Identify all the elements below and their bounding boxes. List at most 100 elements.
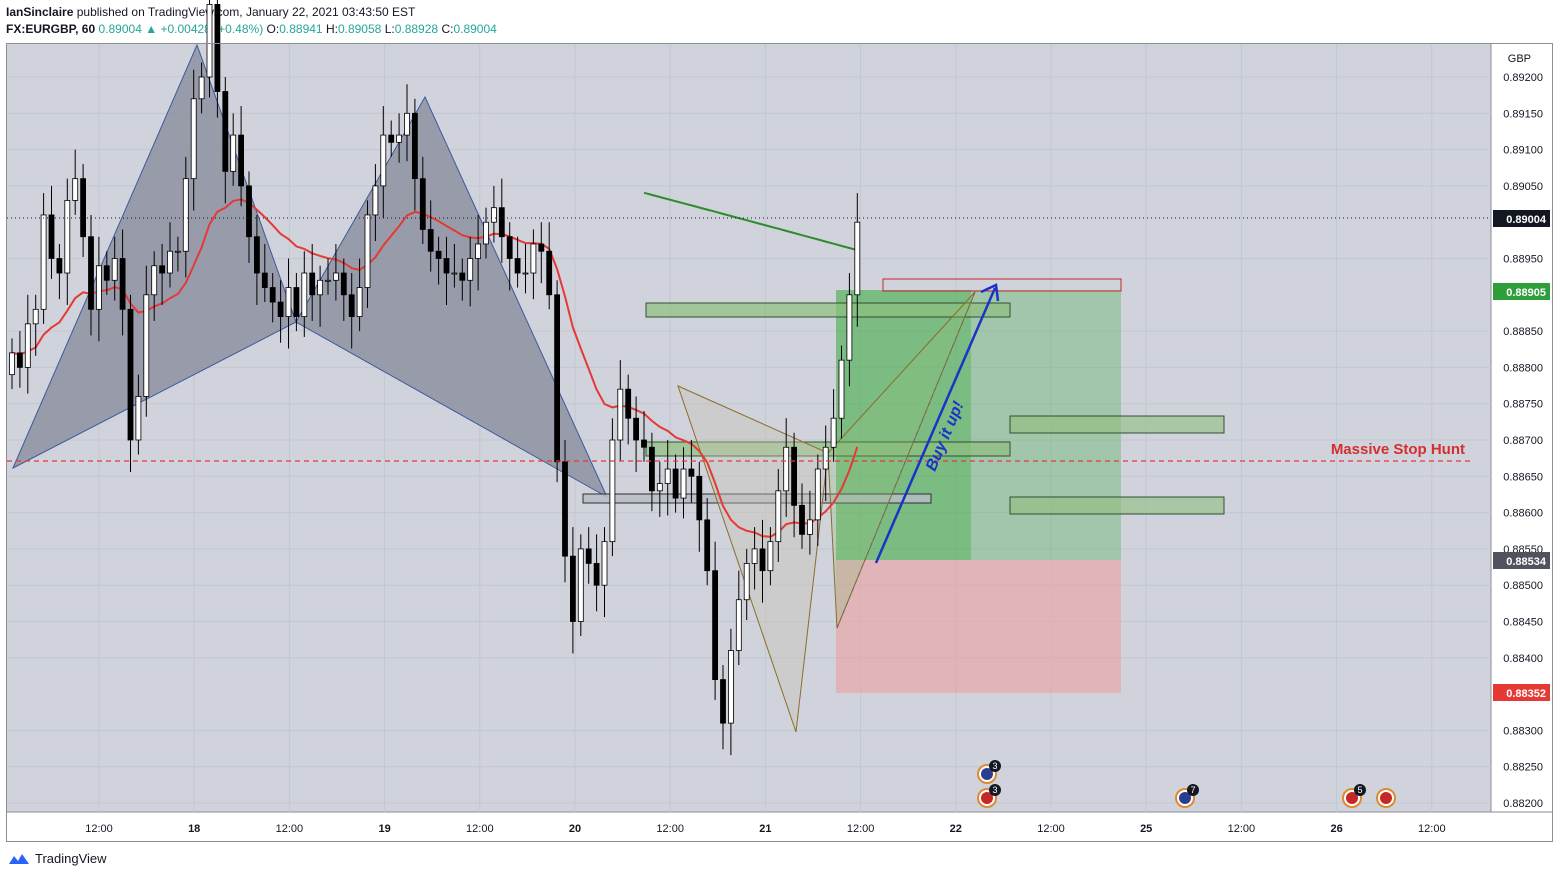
candle-body bbox=[32, 308, 39, 325]
chart-background bbox=[7, 44, 1491, 812]
tradingview-logo-icon bbox=[9, 853, 29, 864]
candle-body bbox=[656, 483, 663, 492]
candle-body bbox=[340, 272, 347, 296]
time-tick-label: 19 bbox=[378, 823, 390, 835]
candle-body bbox=[167, 250, 173, 274]
candle-body bbox=[688, 468, 695, 477]
candle-body bbox=[672, 468, 679, 499]
candle-body bbox=[601, 541, 608, 586]
candle-body bbox=[633, 417, 639, 441]
entry-price-tag: 0.88534 bbox=[1493, 552, 1550, 569]
event-count-badge bbox=[1354, 784, 1366, 796]
candle-body bbox=[309, 272, 316, 296]
time-tick-label: 12:00 bbox=[1418, 823, 1446, 835]
time-axis-background bbox=[7, 812, 1553, 842]
candle-body bbox=[546, 250, 553, 296]
candle-body bbox=[72, 178, 79, 201]
open-value: 0.88941 bbox=[279, 22, 323, 36]
zone-rect-3 bbox=[1009, 415, 1225, 434]
last-price-tag: 0.89004 bbox=[1493, 210, 1550, 227]
candle-body bbox=[332, 272, 339, 281]
stop-price-tag: 0.88352 bbox=[1493, 684, 1550, 701]
high-label: H: bbox=[325, 22, 338, 36]
candle-body bbox=[506, 236, 513, 259]
symbol-label[interactable]: FX:EURGBP, 60 bbox=[6, 22, 96, 36]
event-count-badge bbox=[989, 784, 1001, 796]
brand-name[interactable]: TradingView bbox=[35, 851, 107, 866]
candle-body bbox=[159, 265, 166, 274]
candle-body bbox=[222, 91, 229, 172]
chart-frame bbox=[6, 43, 1553, 842]
time-tick-label: 12:00 bbox=[1228, 823, 1256, 835]
footer: TradingView bbox=[8, 851, 107, 866]
time-tick-label: 12:00 bbox=[466, 823, 494, 835]
author-name[interactable]: IanSinclaire bbox=[6, 5, 74, 19]
candle-body bbox=[593, 563, 600, 586]
time-tick-label: 12:00 bbox=[85, 823, 113, 835]
time-axis-ticks: 12:00 18 12:00 19 12:00 20 12:00 21 12:00 22 12:00… bbox=[85, 823, 1445, 835]
event-count-badge bbox=[989, 760, 1001, 772]
economic-events[interactable]: 3 3 7 5 bbox=[977, 760, 1396, 808]
abcd-leg-2 bbox=[827, 291, 976, 629]
flag-fill bbox=[1346, 792, 1358, 804]
zone-rect-4 bbox=[1009, 496, 1225, 515]
candle-body bbox=[554, 294, 560, 463]
candle-body bbox=[348, 294, 355, 317]
candle-body bbox=[846, 294, 853, 361]
candle-body bbox=[751, 548, 758, 564]
candle-body bbox=[799, 504, 805, 535]
time-tick-label: 22 bbox=[950, 823, 962, 835]
candle-body bbox=[174, 250, 181, 253]
low-label: L: bbox=[384, 22, 395, 36]
candle-body bbox=[182, 178, 189, 252]
candle-body bbox=[48, 214, 55, 259]
svg-text:0.88905: 0.88905 bbox=[1506, 287, 1546, 299]
candle-body bbox=[198, 76, 205, 100]
candle-body bbox=[641, 439, 647, 448]
flag-fill bbox=[981, 792, 993, 804]
buy-arrow-head bbox=[980, 283, 1000, 302]
price-tick-label: 0.88800 bbox=[1503, 362, 1543, 374]
zone-rect-5 bbox=[582, 493, 932, 504]
price-axis-ticks: 0.89200 0.89150 0.89100 0.89050 0.88950 0.888… bbox=[1503, 72, 1543, 810]
candlesticks bbox=[9, 0, 861, 756]
candle-body bbox=[253, 236, 260, 274]
candle-body bbox=[649, 446, 655, 492]
open-label: O: bbox=[266, 22, 280, 36]
candle-body bbox=[435, 250, 442, 259]
price-tick-label: 0.89150 bbox=[1503, 108, 1543, 120]
candle-body bbox=[64, 200, 71, 274]
candle-body bbox=[609, 439, 616, 543]
candle-body bbox=[277, 301, 284, 317]
target-zone-filled bbox=[836, 290, 971, 560]
time-tick-label: 21 bbox=[759, 823, 771, 835]
target-price-tag: 0.88905 bbox=[1493, 283, 1550, 300]
candle-body bbox=[396, 134, 403, 143]
supply-rect bbox=[882, 278, 1122, 292]
event-count-badge bbox=[1187, 784, 1199, 796]
candle-body bbox=[427, 229, 434, 252]
price-tick-label: 0.88600 bbox=[1503, 508, 1543, 520]
price-chart[interactable]: Massive Stop Hunt Buy it up! GBP 0.89200… bbox=[0, 0, 1559, 845]
price-tick-label: 0.88300 bbox=[1503, 725, 1543, 737]
price-tick-label: 0.89100 bbox=[1503, 145, 1543, 157]
candle-body bbox=[404, 112, 410, 136]
candle-body bbox=[807, 519, 813, 535]
time-tick-label: 12:00 bbox=[276, 823, 304, 835]
candle-body bbox=[522, 272, 529, 275]
candle-body bbox=[483, 221, 489, 245]
candle-body bbox=[372, 185, 379, 216]
candle-body bbox=[490, 207, 497, 223]
candle-body bbox=[728, 650, 734, 724]
candle-body bbox=[151, 265, 158, 296]
candle-body bbox=[380, 134, 387, 187]
candle-body bbox=[127, 308, 134, 441]
candle-body bbox=[293, 287, 300, 317]
price-tick-label: 0.88500 bbox=[1503, 580, 1543, 592]
candle-body bbox=[143, 294, 150, 397]
svg-text:0.88352: 0.88352 bbox=[1506, 688, 1546, 700]
candle-body bbox=[538, 243, 545, 252]
price-tick-label: 0.88200 bbox=[1503, 798, 1543, 810]
candle-body bbox=[720, 679, 726, 724]
price-tick-label: 0.88850 bbox=[1503, 326, 1543, 338]
